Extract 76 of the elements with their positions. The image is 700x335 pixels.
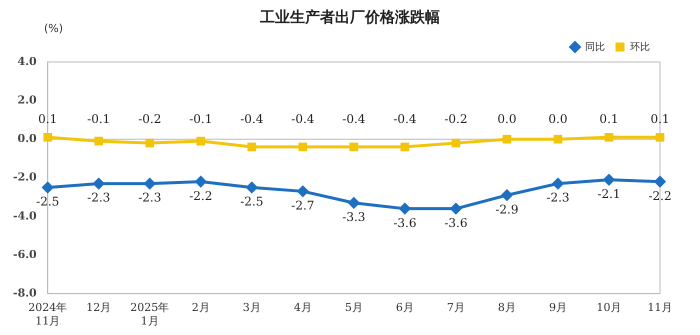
data-label: -0.1 bbox=[87, 112, 110, 126]
data-label: 0.1 bbox=[38, 112, 58, 126]
data-label: -2.9 bbox=[495, 202, 518, 216]
data-label: 0.1 bbox=[650, 112, 670, 126]
data-label: -0.4 bbox=[291, 112, 315, 126]
point bbox=[452, 138, 460, 148]
data-label: -0.4 bbox=[342, 112, 366, 126]
y-axis-title: (%) bbox=[44, 22, 64, 35]
y-tick-label: 0.0 bbox=[18, 132, 38, 146]
point bbox=[298, 142, 308, 152]
x-tick-label: 2月 bbox=[192, 301, 210, 314]
point bbox=[603, 174, 614, 186]
data-label: -0.1 bbox=[189, 112, 212, 126]
point bbox=[654, 176, 666, 188]
point bbox=[93, 178, 104, 190]
point bbox=[552, 178, 564, 190]
x-tick-label: 7月 bbox=[446, 301, 465, 314]
point bbox=[502, 134, 512, 144]
legend-label: 环比 bbox=[630, 40, 650, 53]
point bbox=[43, 132, 52, 142]
point bbox=[145, 138, 154, 148]
data-label: -3.3 bbox=[342, 210, 366, 224]
x-tick-label: 11月 bbox=[648, 301, 672, 314]
y-tick-label: -2.0 bbox=[13, 170, 38, 184]
point bbox=[195, 176, 206, 188]
point bbox=[399, 203, 410, 214]
data-label: 0.0 bbox=[497, 112, 516, 126]
y-tick-label: -6.0 bbox=[13, 248, 38, 261]
point bbox=[247, 142, 256, 152]
x-tick-label: 5月 bbox=[344, 301, 363, 314]
data-label: -0.2 bbox=[138, 112, 162, 126]
x-tick-label: 6月 bbox=[396, 301, 414, 314]
data-label: 0.1 bbox=[599, 112, 619, 126]
data-label: -2.1 bbox=[597, 186, 621, 201]
point bbox=[554, 134, 562, 144]
data-label: 0.0 bbox=[548, 112, 568, 126]
point bbox=[297, 186, 308, 197]
data-label: -3.6 bbox=[444, 216, 468, 230]
x-tick-label: 8月 bbox=[498, 301, 516, 314]
data-label: -0.4 bbox=[393, 112, 417, 126]
point bbox=[42, 182, 54, 193]
y-tick-label: -4.0 bbox=[13, 209, 38, 222]
y-tick-label: -8.0 bbox=[13, 286, 38, 300]
data-label: -2.5 bbox=[36, 194, 60, 209]
point bbox=[400, 142, 410, 152]
point bbox=[501, 190, 512, 201]
data-label: -0.2 bbox=[444, 112, 468, 126]
data-label: -2.3 bbox=[546, 190, 570, 205]
data-label: -2.7 bbox=[291, 198, 314, 212]
point bbox=[450, 203, 462, 214]
point bbox=[350, 142, 358, 152]
point bbox=[656, 132, 664, 142]
point bbox=[348, 197, 360, 208]
x-tick-label: 4月 bbox=[294, 301, 312, 314]
chart-title: 工业生产者出厂价格涨跌幅 bbox=[260, 8, 440, 26]
y-tick-label: 2.0 bbox=[18, 93, 38, 106]
data-label: -3.6 bbox=[393, 216, 416, 230]
data-label: -2.3 bbox=[87, 190, 110, 205]
x-tick-label: 9月 bbox=[548, 301, 567, 314]
data-label: -2.2 bbox=[189, 188, 212, 203]
point bbox=[246, 182, 258, 193]
x-tick-label: 12月 bbox=[86, 301, 112, 314]
point bbox=[196, 136, 206, 146]
point bbox=[144, 178, 156, 190]
data-label: -2.3 bbox=[138, 190, 162, 205]
data-label: -2.2 bbox=[648, 188, 672, 203]
y-tick-label: 4.0 bbox=[18, 54, 38, 68]
x-tick-label: 2024年 11月 bbox=[28, 301, 68, 328]
data-label: -0.4 bbox=[240, 112, 264, 126]
x-tick-label: 3月 bbox=[242, 301, 261, 314]
x-tick-label: 2025年 1月 bbox=[130, 301, 170, 328]
data-label: -2.5 bbox=[240, 194, 264, 209]
point bbox=[604, 132, 614, 142]
legend-label: 同比 bbox=[585, 40, 605, 53]
point bbox=[94, 136, 104, 146]
x-tick-label: 10月 bbox=[596, 301, 622, 314]
